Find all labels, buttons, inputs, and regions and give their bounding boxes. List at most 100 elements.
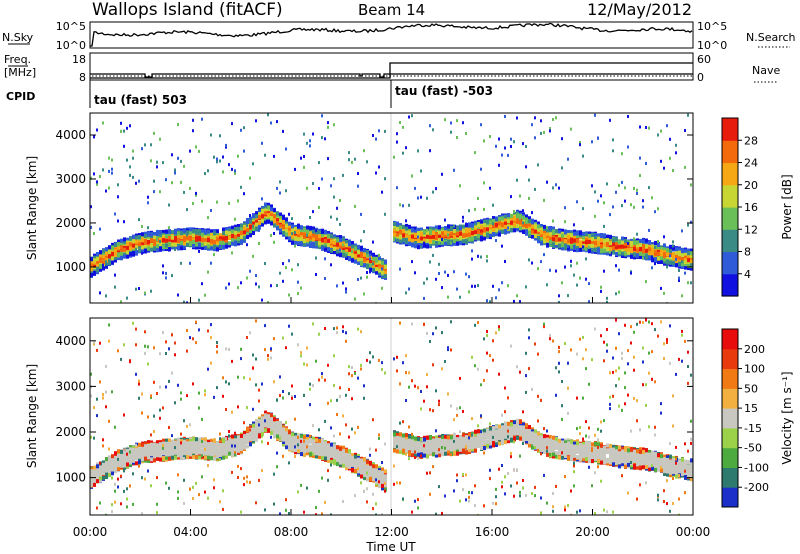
power-cell [468,209,470,213]
power-cell [447,241,450,246]
power-cell [360,258,363,263]
power-cell [558,244,561,249]
power-cell [414,226,416,230]
power-cell [231,167,233,171]
power-cell [261,208,264,213]
power-cell [240,281,242,285]
power-cell [111,158,113,162]
power-cell [372,240,374,244]
power-cell [273,240,275,244]
power-cell [153,232,156,237]
power-cell [198,243,201,248]
power-cell [444,233,447,237]
power-cell [525,217,528,222]
power-cell [396,232,399,237]
power-cell [93,263,96,268]
freq-trace [90,73,693,78]
power-cell [525,229,528,234]
power-cell [201,117,203,121]
power-cell [543,253,545,257]
power-cell [462,219,464,223]
power-cell [300,229,303,233]
power-cell [474,223,477,228]
power-cell [162,247,165,252]
power-cell [543,233,546,238]
power-cell [474,284,476,288]
power-cell [498,216,501,221]
power-cell [534,229,537,234]
power-cell [333,195,335,199]
power-cell [597,250,600,254]
power-cell [249,230,252,235]
freq-right-tick-top: 60 [697,53,711,66]
power-cell [408,203,410,207]
power-cell [555,241,558,245]
power-cell [105,261,108,266]
power-cell [174,171,176,175]
power-cell [558,294,560,298]
power-cell [543,227,546,231]
power-cell [90,260,93,265]
power-cell [144,239,147,243]
power-cell [132,234,135,239]
power-cell [603,246,606,251]
power-cell [510,195,512,199]
power-cell [372,262,374,266]
power-cell [180,246,183,251]
power-cell [342,237,345,242]
power-cell [138,238,141,243]
power-cell [192,229,195,234]
power-cell [102,253,105,258]
power-cell [144,243,147,248]
power-cell [417,243,420,247]
power-cell [369,259,372,263]
power-cell [264,208,267,213]
noise-right-label: N.Search [746,31,796,44]
power-cell [405,146,407,150]
power-cell [240,230,243,235]
power-cell [540,241,543,246]
power-cell [144,291,146,295]
power-cell [300,156,302,160]
power-cell [543,224,546,229]
power-cell [117,256,120,260]
power-cell [177,231,180,236]
power-cell [471,231,474,235]
power-cell [306,233,308,237]
power-cell [573,231,576,236]
power-cell [552,219,554,223]
power-cell [162,240,165,245]
power-cell [516,219,519,224]
power-cell [396,140,398,144]
power-cell [528,216,531,221]
power-cell [240,239,243,244]
power-cell [114,251,117,256]
power-cell [258,212,261,216]
power-cell [525,285,527,289]
power-cell [138,235,141,239]
power-cell [474,227,477,232]
power-cell [573,238,576,243]
power-cell [594,246,597,251]
power-cell [276,223,279,228]
power-cell [486,224,489,229]
power-cell [537,221,540,226]
power-cell [588,300,590,303]
power-cell [564,206,566,210]
power-cell [564,230,567,235]
power-cell [204,238,207,243]
power-cell [345,254,347,258]
power-cell [564,265,566,269]
power-cell [603,201,605,205]
power-cell [102,266,105,271]
power-cell [483,223,486,228]
power-cell [309,243,312,248]
power-cell [507,226,509,230]
power-cell [300,241,302,245]
power-cell [111,251,114,256]
power-cell [123,129,125,133]
power-cell [339,245,342,250]
power-cell [504,115,506,118]
power-cell [237,224,240,228]
power-cell [117,219,119,223]
